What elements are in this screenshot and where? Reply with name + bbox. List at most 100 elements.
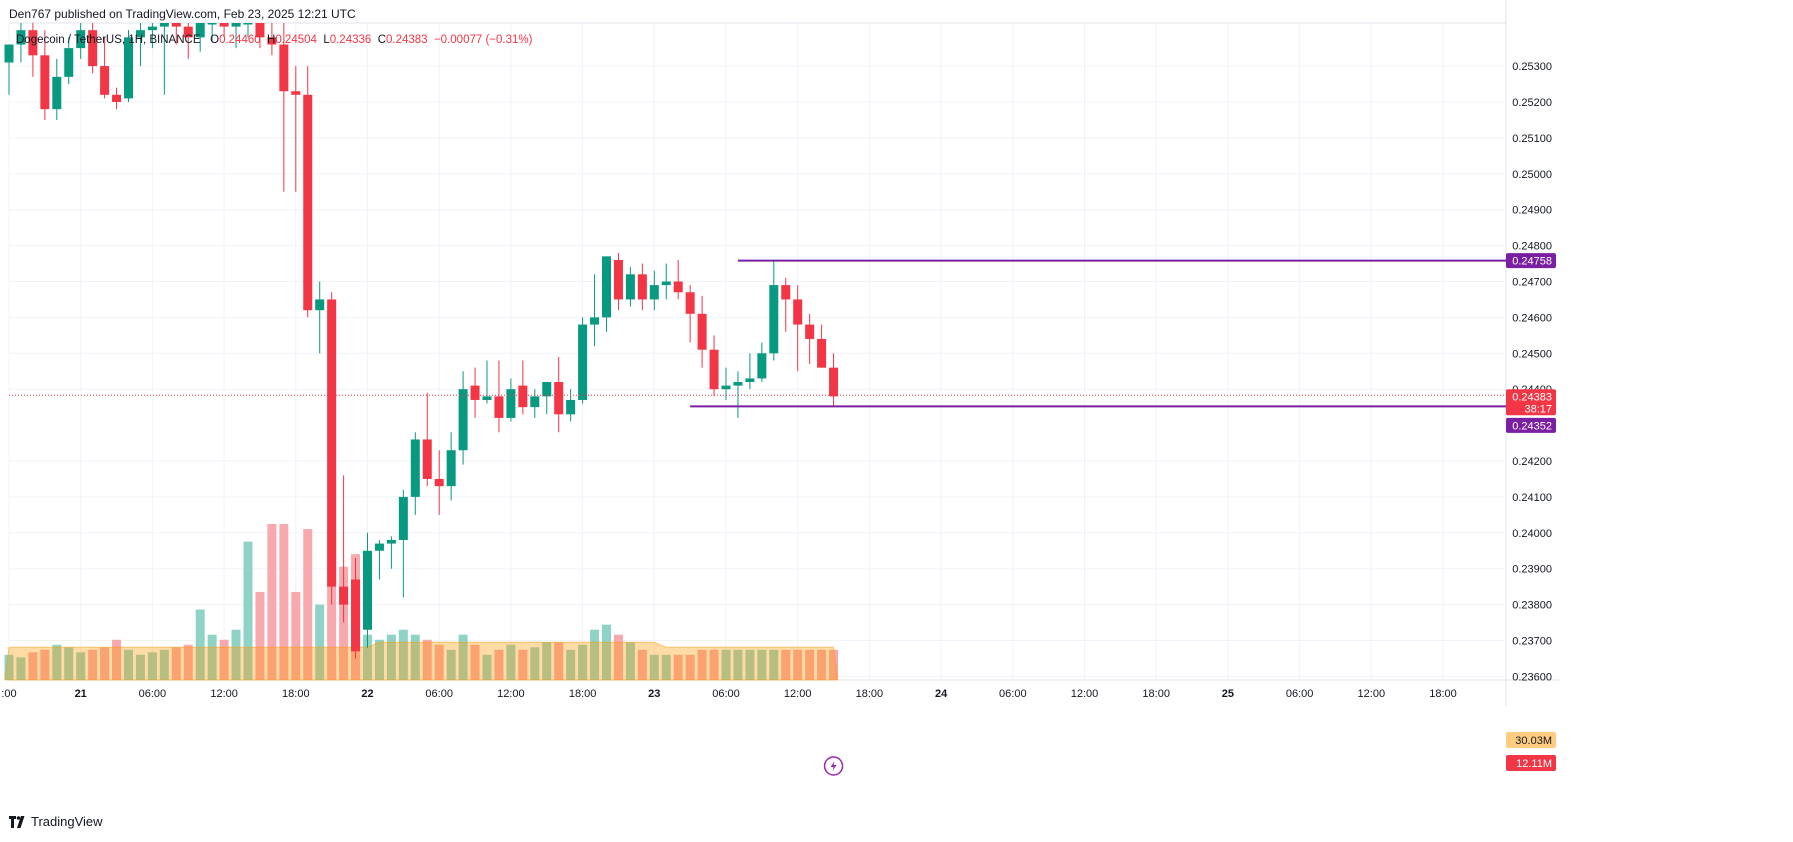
vol-ma-badge-bg [1506,732,1556,748]
volume-bar [195,609,205,680]
candle-body [16,30,26,45]
price-axis[interactable]: 0.25300 0.25200 0.25100 0.25000 0.24900 0.248… [1512,61,1552,683]
time-axis[interactable]: :00 21 06:00 12:00 18:00 22 06:00 12:00 18:00 23 0… [1,688,1456,700]
volume-bar [506,644,516,680]
candle-body [494,396,504,418]
candle-body [207,23,217,25]
candle-body [661,281,671,286]
volume-bar [76,652,86,680]
vol-badge-bg [1506,755,1556,771]
volume-bar [613,634,623,680]
volume-bar [769,649,779,680]
volume-bar [494,649,504,680]
volume-bar [602,624,611,680]
countdown-badge: 38:17 [1524,403,1552,415]
volume-bar [171,647,181,680]
high-value: 0.24504 [275,34,317,46]
x-tick-label: 12:00 [497,688,525,700]
volume-bar [4,654,14,680]
volume-bar [566,649,576,680]
candle-body [602,256,611,318]
candle-body [757,353,767,379]
candle-body [697,313,707,350]
candle-body [374,543,384,551]
candle-body [171,23,181,27]
volume-bar [279,524,289,680]
volume-bar [28,652,38,680]
open-label: O [210,34,220,46]
volume-bar [183,644,193,680]
volume-bar [243,541,253,680]
x-tick-label: 25 [1222,688,1234,700]
candle-body [243,23,253,25]
candle-body [506,389,516,418]
candle-body [52,76,62,110]
x-tick-label: 18:00 [1429,688,1457,700]
volume-bar [458,634,468,680]
symbol-name[interactable]: Dogecoin / TetherUS, 1H, BINANCE [16,34,201,46]
volume-bar [554,642,564,680]
volume-bar [733,649,743,680]
candle-body [279,44,289,92]
level-high-badge: 0.24758 [1512,256,1552,268]
volume-bar [829,649,839,680]
candle-body [135,30,145,38]
candle-body [363,550,372,630]
candle-body [327,299,337,587]
volume-bar [135,654,145,680]
x-tick-label: 12:00 [1071,688,1099,700]
candle-body [28,30,38,56]
volume-bar [685,654,695,680]
y-tick-label: 0.24000 [1512,528,1552,540]
candle-body [303,94,313,311]
volume-bar [470,644,480,680]
y-tick-label: 0.24500 [1512,348,1552,360]
volume-bar [52,644,62,680]
x-tick-label: 22 [361,688,373,700]
volume-bar [673,654,683,680]
volume-bar [709,649,719,680]
candle-body [255,23,265,38]
horizontal-levels [9,259,1506,408]
volume-bar [482,654,492,680]
x-tick-label: :00 [1,688,16,700]
candle-body [159,23,169,27]
x-tick-label: 06:00 [999,688,1027,700]
y-tick-label: 0.24200 [1512,456,1552,468]
candle-body [64,48,74,77]
candle-body [100,66,110,95]
volume-bar [255,591,265,680]
close-value: 0.24383 [386,34,428,46]
candle-body [817,338,827,368]
volume-bar [374,639,384,680]
volume-bar [757,649,767,680]
x-tick-label: 06:00 [1286,688,1314,700]
volume-bar [518,649,528,680]
volume-bar [100,647,110,680]
candle-body [649,285,659,300]
volume-bar [267,524,277,680]
volume-bar [386,634,396,680]
y-tick-label: 0.24700 [1512,276,1552,288]
volume-bar [697,649,707,680]
candle-body [398,496,408,540]
published-by-text: Den767 published on TradingView.com, Feb… [9,7,356,21]
volume-bar [817,649,827,680]
candle-body [434,478,444,487]
volume-bar [805,649,815,680]
tradingview-brand[interactable]: TradingView [9,814,103,829]
volume-bar [207,634,217,680]
y-tick-label: 0.24800 [1512,241,1552,253]
y-tick-label: 0.23600 [1512,671,1552,683]
candle-body [458,389,468,451]
candle-body [147,26,157,31]
candle-body [769,285,779,354]
y-tick-label: 0.25200 [1512,97,1552,109]
candle-body [733,382,743,386]
candle-body [88,30,98,67]
x-tick-label: 06:00 [139,688,167,700]
volume-bar [398,629,408,680]
volume-bar [291,591,301,680]
volume-bar [661,654,671,680]
